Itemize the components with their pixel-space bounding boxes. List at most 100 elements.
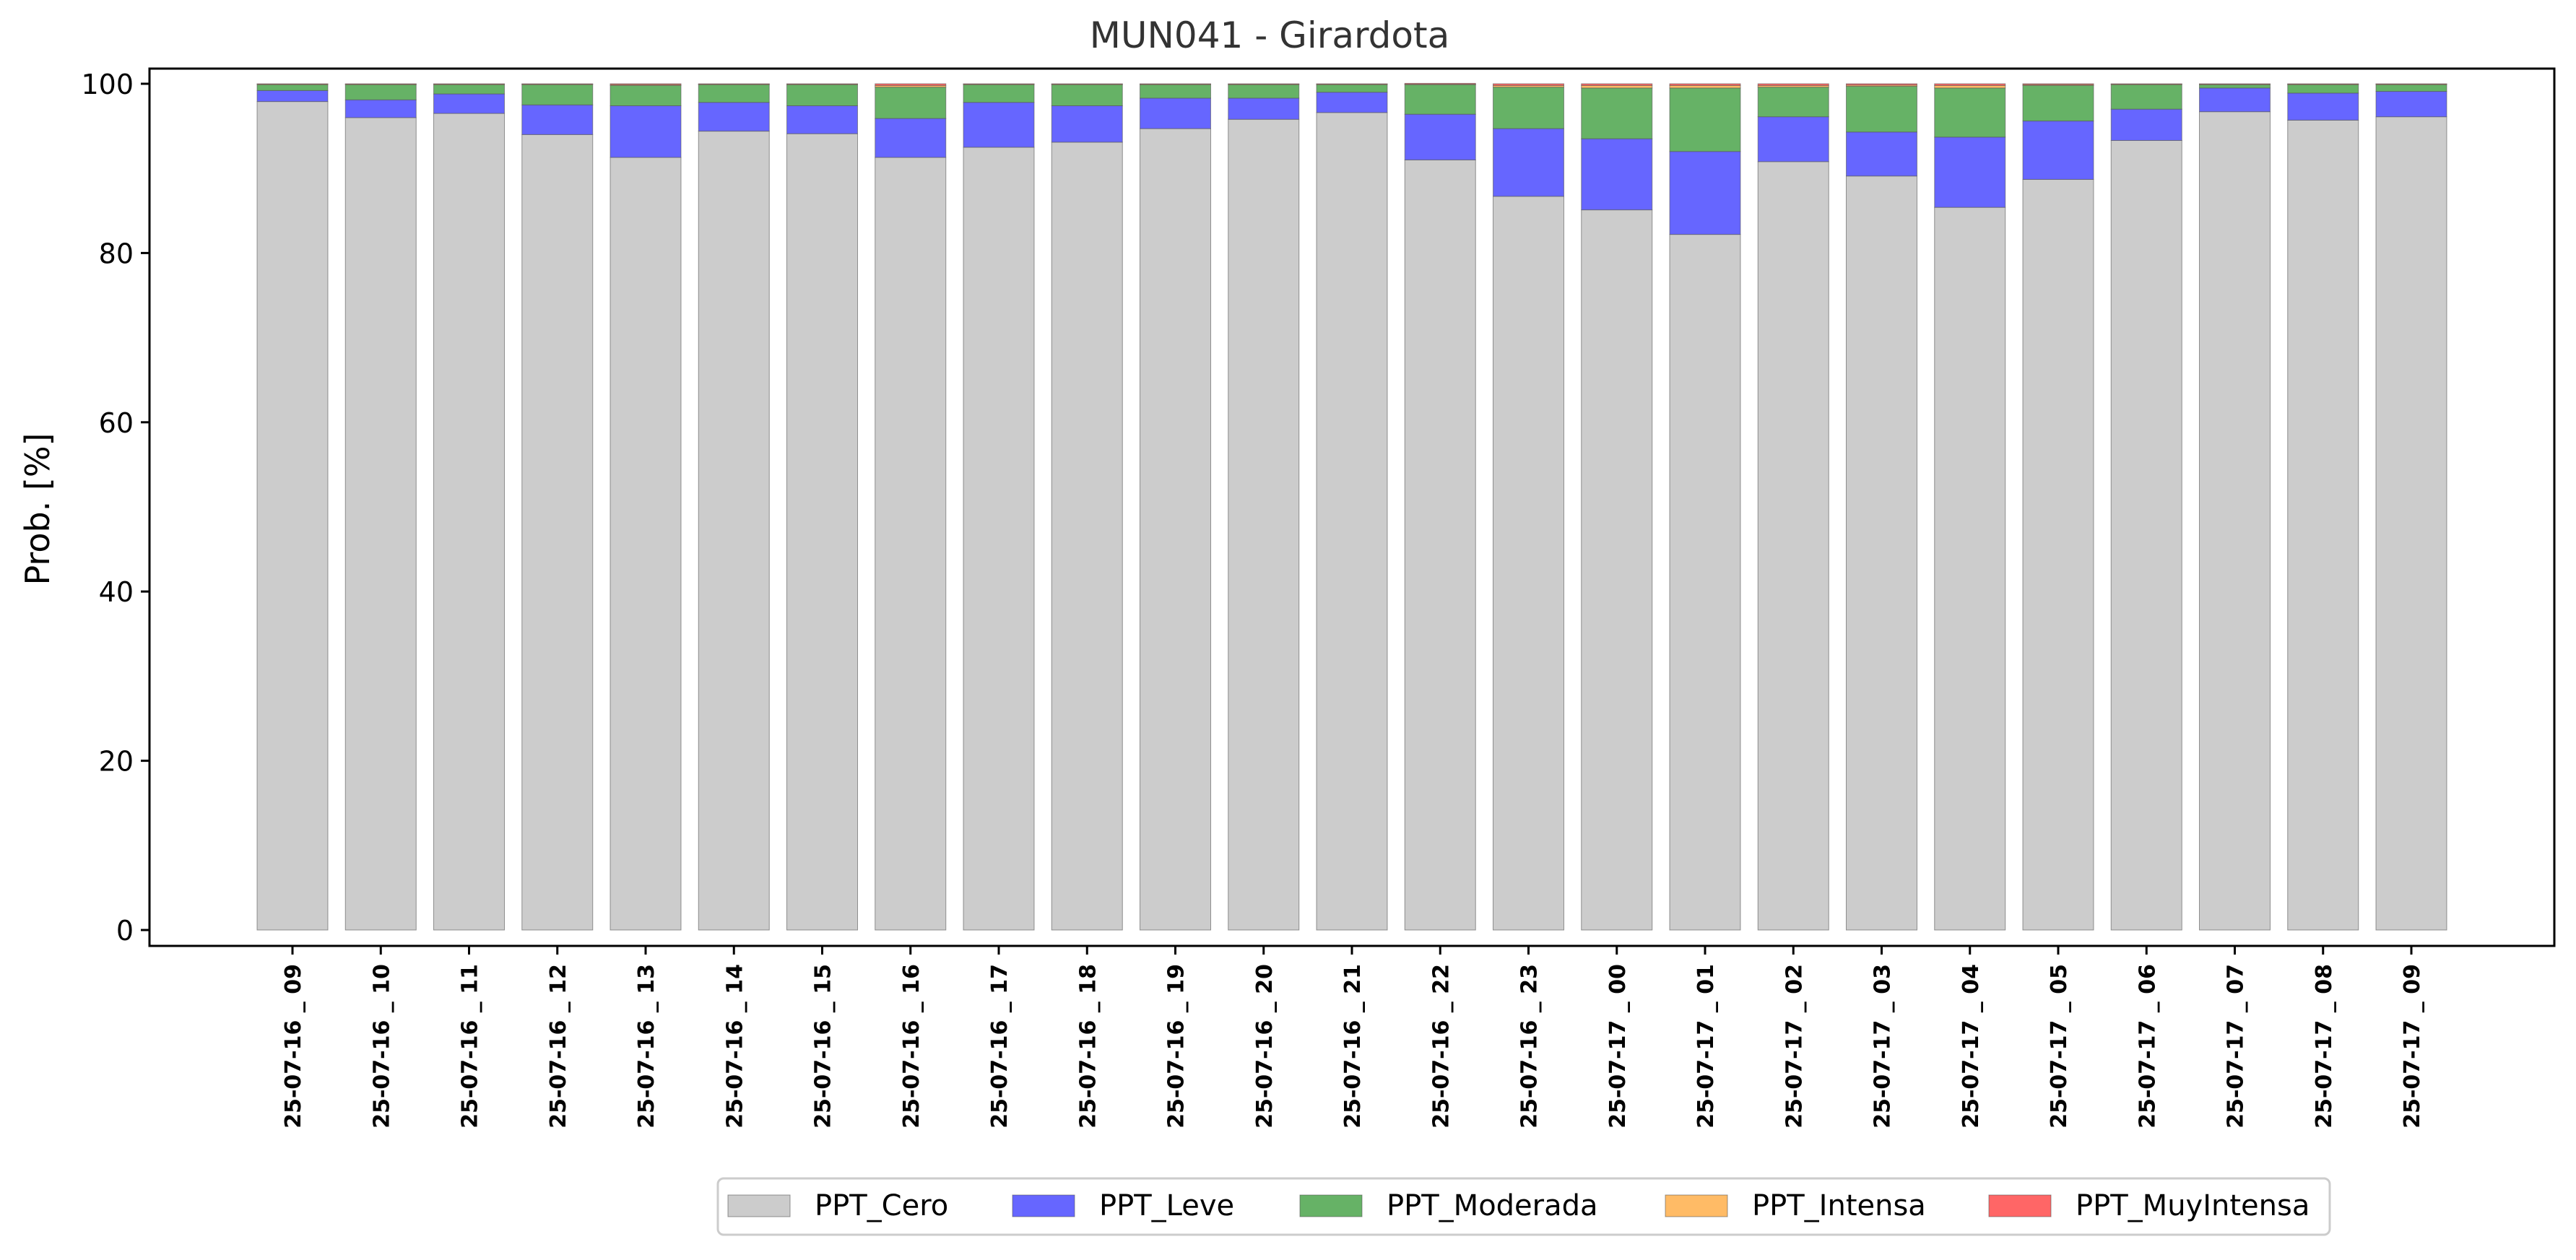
bar-ppt-muyintensa-17 [1757,83,1829,86]
bar-ppt-cero-18 [1846,175,1917,931]
bar-ppt-leve-10 [1140,97,1211,129]
x-tick-label: 25-07-16 _ 17 [987,964,1012,1129]
x-tick-label: 25-07-16 _ 21 [1340,964,1366,1129]
bar-ppt-muyintensa-19 [1934,83,2006,86]
bar-ppt-moderada-1 [344,84,417,100]
x-tick-label: 25-07-17 _ 04 [1959,964,1984,1129]
bar-ppt-moderada-12 [1316,84,1388,93]
bar-ppt-cero-21 [2110,140,2182,931]
bar-ppt-moderada-14 [1493,87,1564,129]
bar-ppt-leve-3 [521,104,594,135]
bar-ppt-cero-17 [1757,161,1829,931]
legend-label: PPT_Cero [815,1189,948,1222]
bar-ppt-cero-14 [1493,196,1564,931]
bar-ppt-leve-20 [2022,121,2094,180]
bar-ppt-leve-19 [1934,136,2006,208]
legend-swatch-ppt-intensa [1665,1194,1728,1217]
x-tick-label: 25-07-16 _ 16 [899,964,924,1129]
x-tick-label: 25-07-17 _ 09 [2400,964,2425,1129]
bar-ppt-moderada-18 [1846,86,1917,133]
y-tick-label: 60 [99,407,134,439]
bar-ppt-cero-8 [963,147,1035,931]
bar-ppt-cero-16 [1669,234,1741,931]
y-tick-label: 80 [99,238,134,269]
bar-ppt-moderada-11 [1228,84,1300,99]
bar-ppt-leve-0 [256,90,329,103]
bar-ppt-muyintensa-14 [1493,83,1564,86]
y-ticks-layer: 0 20 40 60 80 100 [81,69,149,947]
bar-ppt-moderada-23 [2287,84,2359,94]
x-tick-label: 25-07-17 _ 05 [2047,964,2072,1129]
bar-ppt-muyintensa-15 [1581,83,1653,86]
bar-ppt-leve-13 [1404,113,1476,160]
bar-ppt-muyintensa-13 [1404,82,1476,85]
x-tick-label: 25-07-16 _ 22 [1428,964,1454,1129]
legend-swatch-ppt-leve [1012,1194,1075,1217]
bar-ppt-moderada-19 [1934,87,2006,138]
bar-ppt-moderada-13 [1404,84,1476,115]
bar-ppt-leve-16 [1669,151,1741,235]
x-tick-label: 25-07-16 _ 15 [811,964,836,1129]
x-tick-label: 25-07-17 _ 07 [2224,964,2249,1129]
bar-ppt-leve-4 [610,105,682,158]
x-tick-label: 25-07-16 _ 13 [634,964,659,1129]
bar-ppt-intensa-16 [1669,84,1741,89]
bar-ppt-moderada-2 [433,84,505,95]
bar-ppt-cero-13 [1404,159,1476,931]
bar-ppt-moderada-20 [2022,84,2094,122]
legend-label: PPT_Leve [1099,1189,1234,1222]
bar-ppt-muyintensa-7 [875,83,947,86]
bar-ppt-leve-8 [963,102,1035,148]
bar-ppt-leve-9 [1051,105,1123,143]
bar-ppt-cero-2 [433,113,505,931]
bar-ppt-cero-10 [1140,128,1211,931]
bar-ppt-cero-0 [256,101,329,931]
bar-ppt-cero-9 [1051,142,1123,931]
bar-ppt-moderada-0 [256,84,329,91]
bar-ppt-leve-15 [1581,138,1653,211]
x-tick-label: 25-07-17 _ 03 [1870,964,1896,1129]
legend-label: PPT_Moderada [1387,1189,1598,1222]
bar-ppt-cero-24 [2375,116,2447,931]
bar-ppt-leve-18 [1846,131,1917,177]
legend-swatch-ppt-muyintensa [1988,1194,2052,1217]
x-tick-label: 25-07-17 _ 06 [2135,964,2160,1129]
bar-ppt-moderada-7 [875,87,947,119]
legend-swatch-ppt-moderada [1299,1194,1363,1217]
x-tick-label: 25-07-16 _ 19 [1164,964,1189,1129]
bar-ppt-cero-20 [2022,178,2094,931]
legend-swatch-ppt-cero [727,1194,791,1217]
bar-ppt-leve-7 [875,118,947,158]
legend-frame [716,1177,2331,1236]
legend: PPT_Cero PPT_Leve PPT_Moderada PPT_Intensa P… [716,1177,2331,1236]
x-tick-label: 25-07-17 _ 00 [1605,964,1631,1129]
bar-ppt-cero-7 [875,157,947,931]
x-tick-label: 25-07-16 _ 18 [1075,964,1101,1129]
bar-ppt-moderada-21 [2110,84,2182,110]
y-axis-label: Prob. [%] [18,433,57,585]
bar-ppt-intensa-15 [1581,84,1653,89]
x-tick-label: 25-07-16 _ 11 [458,964,483,1129]
bar-ppt-moderada-3 [521,84,594,105]
bar-ppt-cero-15 [1581,209,1653,931]
y-tick-label: 20 [99,746,134,778]
bar-ppt-cero-3 [521,134,594,931]
bar-ppt-leve-23 [2287,92,2359,121]
bar-ppt-moderada-24 [2375,84,2447,92]
bar-ppt-cero-1 [344,117,417,931]
bar-ppt-moderada-17 [1757,87,1829,118]
bar-ppt-moderada-5 [698,84,770,103]
bar-ppt-moderada-8 [963,84,1035,103]
legend-label: PPT_Intensa [1752,1189,1926,1222]
bar-ppt-leve-21 [2110,108,2182,142]
bar-ppt-cero-19 [1934,207,2006,931]
bar-ppt-cero-5 [698,131,770,931]
bar-ppt-cero-22 [2199,111,2271,931]
bar-ppt-moderada-4 [610,84,682,106]
chart-title: MUN041 - Girardota [1090,14,1450,56]
x-tick-label: 25-07-16 _ 10 [369,964,394,1129]
bar-ppt-leve-17 [1757,116,1829,162]
bar-ppt-leve-12 [1316,92,1388,113]
bar-ppt-muyintensa-18 [1846,83,1917,86]
